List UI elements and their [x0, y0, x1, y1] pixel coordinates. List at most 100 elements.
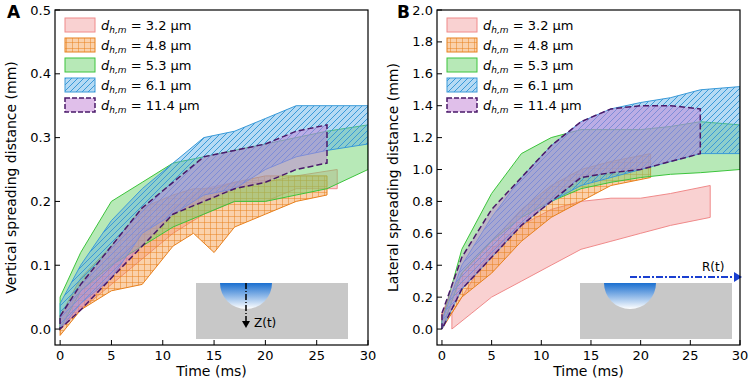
bands	[60, 106, 368, 336]
legend-label: dh,m = 6.1 μm	[101, 78, 192, 95]
legend-swatch	[447, 58, 477, 72]
y-tick-label: 1.8	[412, 34, 433, 49]
y-tick	[437, 329, 442, 330]
y-tick	[437, 233, 442, 234]
legend-swatch	[447, 98, 477, 112]
label-part: = 5.3 μm	[127, 58, 192, 73]
droplet	[604, 283, 656, 309]
y-tick-label: 1.0	[412, 162, 433, 177]
y-tick-label: 0.1	[30, 258, 51, 273]
label-sub: h,m	[109, 45, 127, 55]
frame	[55, 10, 368, 345]
y-tick-label: 1.4	[412, 98, 433, 113]
label-sub: h,m	[109, 65, 127, 75]
x-tick-label: 30	[360, 348, 377, 363]
band	[442, 87, 740, 329]
label-sub: h,m	[491, 65, 509, 75]
inset: R(t)	[580, 260, 742, 339]
y-axis-label: Vertical spreading distance (mm)	[3, 61, 19, 294]
x-tick-label: 15	[206, 348, 223, 363]
x-tick	[111, 340, 112, 345]
band	[60, 125, 368, 329]
legend-label: dh,m = 5.3 μm	[483, 58, 574, 75]
figure: Z(t) 0 5 10 15 20 25 30 0.0 0.1 0.2 0.3 0.4 0.5 Time (…	[0, 0, 750, 381]
label-part: = 3.2 μm	[127, 18, 192, 33]
legend-swatch	[65, 78, 95, 92]
x-tick-label: 0	[56, 348, 64, 363]
x-tick-label: 30	[732, 348, 749, 363]
x-axis-label: Time (ms)	[552, 363, 624, 379]
label-part: = 11.4 μm	[509, 98, 582, 113]
band	[60, 106, 368, 329]
y-tick	[437, 10, 442, 11]
x-tick	[491, 340, 492, 345]
x-tick-label: 0	[438, 348, 446, 363]
x-tick	[541, 340, 542, 345]
panel-title: B	[397, 2, 410, 22]
legend: dh,m = 3.2 μm dh,m = 4.8 μm dh,m = 5.3 μm d…	[65, 18, 200, 115]
label-sub: h,m	[491, 85, 509, 95]
x-tick-label: 20	[632, 348, 649, 363]
arrow-head	[734, 272, 742, 282]
x-tick-label: 5	[107, 348, 115, 363]
legend: dh,m = 3.2 μmdh,m = 4.8 μmdh,m = 5.3 μmd…	[447, 18, 582, 115]
inset: Z(t)	[196, 283, 348, 339]
annotation: R(t)	[702, 260, 724, 274]
y-tick-label: 0.4	[30, 66, 51, 81]
x-tick	[316, 340, 317, 345]
annotation: Z(t)	[254, 316, 276, 330]
x-tick-label: 10	[533, 348, 550, 363]
label-part: = 4.8 μm	[509, 38, 574, 53]
x-tick	[368, 340, 369, 345]
x-tick-label: 5	[487, 348, 495, 363]
y-tick-label: 0.0	[30, 322, 51, 337]
y-tick-label: 0.5	[30, 3, 51, 18]
y-tick-label: 2.0	[412, 3, 433, 18]
label-sub: h,m	[109, 85, 127, 95]
x-tick-label: 25	[682, 348, 699, 363]
legend-label: dh,m = 3.2 μm	[483, 18, 574, 35]
y-axis-label: Lateral spreading distance (mm)	[385, 63, 401, 292]
y-tick-label: 1.2	[412, 130, 433, 145]
substrate	[580, 283, 732, 339]
arrow-head	[242, 321, 250, 328]
y-tick-label: 0.3	[30, 130, 51, 145]
x-tick	[265, 340, 266, 345]
label-sub: h,m	[109, 25, 127, 35]
y-tick	[437, 105, 442, 106]
label-sub: h,m	[109, 105, 127, 115]
substrate	[196, 283, 348, 339]
arrow	[630, 276, 738, 278]
y-tick	[55, 265, 60, 266]
legend-label: dh,m = 4.8 μm	[101, 38, 192, 55]
legend-swatch	[447, 18, 477, 32]
label-part: = 6.1 μm	[127, 78, 192, 93]
legend-label: dh,m = 3.2 μm	[101, 18, 192, 35]
y-tick	[437, 265, 442, 266]
label-sub: h,m	[491, 25, 509, 35]
legend-swatch	[447, 78, 477, 92]
y-tick	[55, 73, 60, 74]
panel: Z(t)0510152025300.00.10.20.30.40.5Time (…	[3, 2, 376, 379]
y-tick	[437, 169, 442, 170]
y-tick	[437, 41, 442, 42]
y-tick	[437, 137, 442, 138]
x-tick	[60, 340, 61, 345]
x-tick	[640, 340, 641, 345]
y-tick-label: 0.6	[412, 226, 433, 241]
y-tick	[55, 329, 60, 330]
y-tick-label: 0.2	[412, 290, 433, 305]
legend-label: dh,m = 4.8 μm	[483, 38, 574, 55]
y-tick	[437, 201, 442, 202]
legend-label: dh,m = 11.4 μm	[101, 98, 200, 115]
label-part: = 5.3 μm	[509, 58, 574, 73]
arrow	[245, 283, 247, 323]
legend-label: dh,m = 5.3 μm	[101, 58, 192, 75]
y-tick	[437, 73, 442, 74]
x-tick	[740, 340, 741, 345]
panel-title: A	[7, 2, 21, 22]
x-tick	[690, 340, 691, 345]
label-part: = 3.2 μm	[509, 18, 574, 33]
x-tick-label: 20	[257, 348, 274, 363]
legend-swatch	[65, 18, 95, 32]
